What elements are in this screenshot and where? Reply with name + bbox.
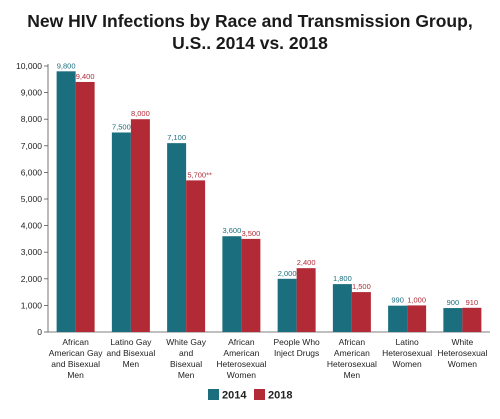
y-tick-label: 7,000 [21, 141, 43, 151]
y-tick-label: 8,000 [21, 114, 43, 124]
data-label-2014: 900 [447, 298, 460, 307]
x-tick-label: Latino [396, 337, 419, 347]
legend-swatch-2018 [254, 389, 265, 400]
x-tick-label: White [452, 337, 474, 347]
x-tick-label: Men [123, 359, 140, 369]
y-tick-label: 3,000 [21, 247, 43, 257]
x-tick-label: American [334, 348, 370, 358]
data-label-2018: 1,000 [407, 295, 426, 304]
bar-2018 [241, 238, 261, 332]
y-tick-label: 9,000 [21, 88, 43, 98]
x-tick-label: People Who [273, 337, 320, 347]
bar-2014 [167, 143, 187, 332]
y-tick-label: 5,000 [21, 194, 43, 204]
bar-2014 [443, 308, 463, 332]
legend-swatch-2014 [208, 389, 219, 400]
data-label-2014: 7,500 [112, 123, 131, 132]
x-tick-label: and [179, 348, 193, 358]
x-tick-label: American Gay [49, 348, 104, 358]
y-tick-label: 4,000 [21, 221, 43, 231]
x-tick-label: Heterosexual [327, 359, 377, 369]
legend-label-2018: 2018 [268, 390, 292, 402]
data-label-2014: 1,800 [333, 274, 352, 283]
y-tick-label: 6,000 [21, 167, 43, 177]
x-tick-label: Men [344, 370, 361, 380]
data-label-2018: 2,400 [297, 258, 316, 267]
x-tick-label: Latino Gay [110, 337, 152, 347]
chart-title: New HIV Infections by Race and Transmiss… [0, 10, 500, 54]
x-tick-label: Heterosexual [437, 348, 487, 358]
bar-2014 [111, 132, 131, 332]
bar-2018 [407, 305, 427, 332]
data-label-2014: 7,100 [167, 133, 186, 142]
x-tick-label: and Bisexual [107, 348, 156, 358]
data-label-2018: 910 [466, 298, 479, 307]
data-label-2014: 990 [391, 296, 404, 305]
bar-2014 [56, 71, 76, 332]
bar-2018 [75, 81, 95, 333]
data-label-2014: 3,600 [222, 226, 241, 235]
x-tick-label: Inject Drugs [274, 348, 319, 358]
chart-title-line-2: U.S.. 2014 vs. 2018 [172, 33, 328, 53]
data-label-2014: 2,000 [278, 269, 297, 278]
y-tick-label: 10,000 [16, 61, 42, 71]
data-label-2018: 5,700** [187, 170, 212, 179]
bar-2018 [462, 307, 482, 332]
x-tick-label: African [339, 337, 366, 347]
data-label-2014: 9,800 [57, 61, 76, 70]
bar-2014 [332, 284, 352, 332]
x-tick-label: Women [227, 370, 256, 380]
x-tick-label: American [223, 348, 259, 358]
data-label-2018: 3,500 [241, 229, 260, 238]
legend-label-2014: 2014 [222, 390, 247, 402]
data-label-2018: 8,000 [131, 109, 150, 118]
bar-2018 [351, 292, 371, 332]
data-label-2018: 9,400 [76, 72, 95, 81]
x-tick-label: Heterosexual [382, 348, 432, 358]
x-tick-label: African [62, 337, 89, 347]
x-tick-label: White Gay [166, 337, 206, 347]
x-tick-label: Bisexual [170, 359, 202, 369]
x-tick-label: Men [67, 370, 84, 380]
y-tick-label: 0 [37, 327, 42, 337]
data-label-2018: 1,500 [352, 282, 371, 291]
bar-2014 [222, 236, 242, 332]
x-tick-label: Men [178, 370, 195, 380]
y-tick-label: 2,000 [21, 274, 43, 284]
x-tick-label: Heterosexual [216, 359, 266, 369]
bar-2018 [130, 119, 150, 332]
x-tick-label: Women [448, 359, 477, 369]
chart-title-line-1: New HIV Infections by Race and Transmiss… [27, 11, 473, 31]
x-tick-label: Women [393, 359, 422, 369]
bar-2018 [296, 268, 316, 332]
x-tick-label: and Bisexual [51, 359, 100, 369]
bar-2018 [186, 180, 206, 332]
x-tick-label: African [228, 337, 255, 347]
bar-2014 [388, 305, 408, 332]
bar-2014 [277, 278, 297, 332]
y-tick-label: 1,000 [21, 300, 43, 310]
